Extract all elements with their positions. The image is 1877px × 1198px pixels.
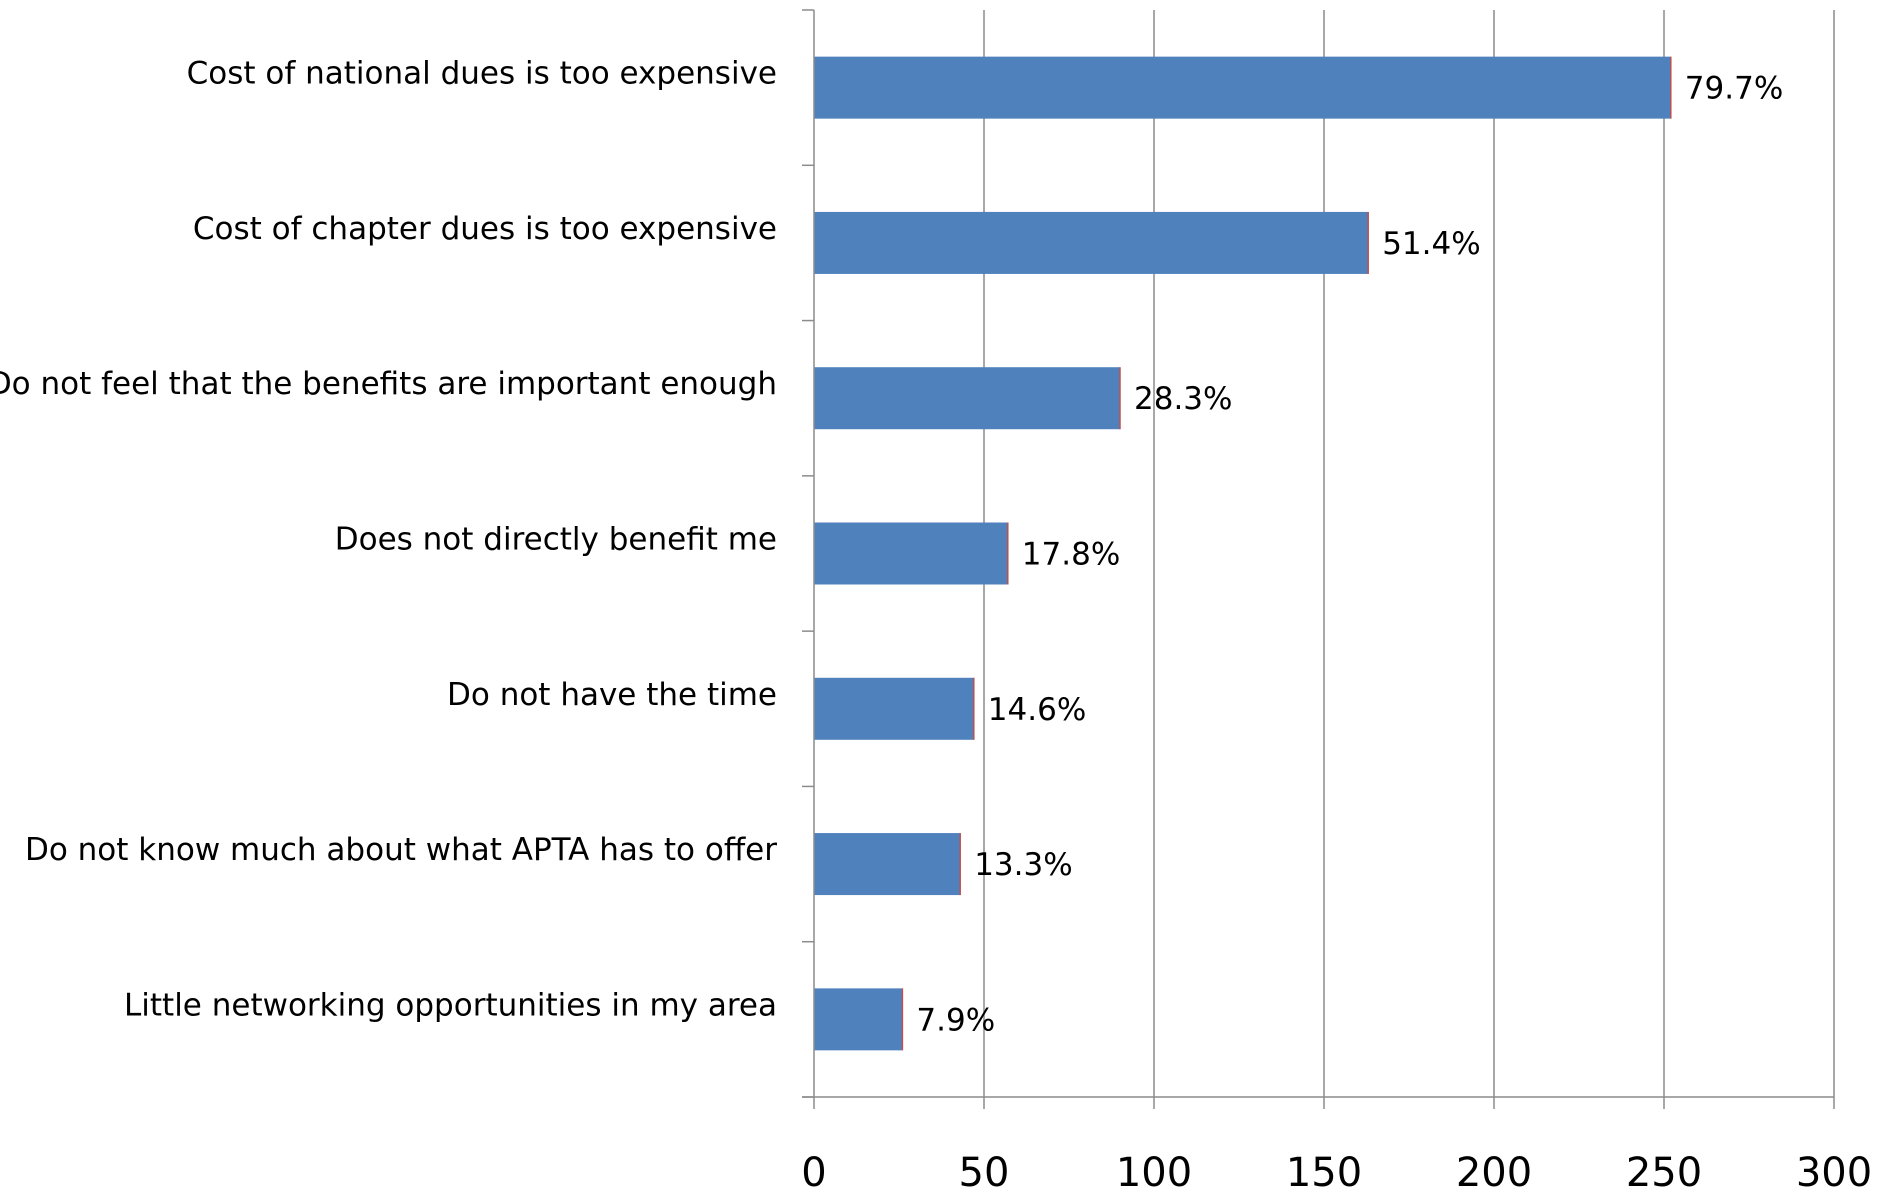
category-label: Cost of national dues is too expensive [187, 56, 777, 92]
data-label: 7.9% [916, 1002, 995, 1038]
bar [814, 833, 961, 896]
label-layer: 0 50 100 150 200 250 300 Cost of national dues … [0, 56, 1872, 1196]
bar-layer [814, 56, 1672, 1051]
data-label: 51.4% [1382, 226, 1480, 262]
category-label: Do not feel that the benefits are import… [0, 366, 777, 402]
bar [814, 367, 1120, 430]
category-label: Do not have the time [447, 677, 777, 713]
category-label: Do not know much about what APTA has to … [25, 832, 777, 868]
data-label: 79.7% [1685, 71, 1783, 107]
data-label: 13.3% [974, 847, 1072, 883]
bar [814, 988, 903, 1051]
data-label: 14.6% [988, 692, 1086, 728]
bar [814, 56, 1671, 119]
x-tick-label: 100 [1116, 1150, 1192, 1194]
x-tick-label: 250 [1626, 1150, 1702, 1194]
bar [814, 677, 974, 740]
bar [814, 211, 1369, 274]
x-tick-label: 200 [1456, 1150, 1532, 1194]
grid-layer [983, 10, 1835, 1097]
x-tick-label: 150 [1286, 1150, 1362, 1194]
category-label: Does not directly benefit me [335, 522, 777, 558]
data-label: 28.3% [1134, 381, 1232, 417]
x-tick-label: 50 [959, 1150, 1010, 1194]
category-label: Little networking opportunities in my ar… [124, 987, 777, 1023]
axis-layer [802, 9, 1835, 1109]
category-label: Cost of chapter dues is too expensive [193, 211, 777, 247]
x-tick-label: 0 [801, 1150, 826, 1194]
bar [814, 522, 1008, 585]
data-label: 17.8% [1022, 537, 1120, 573]
x-tick-label: 300 [1796, 1150, 1872, 1194]
